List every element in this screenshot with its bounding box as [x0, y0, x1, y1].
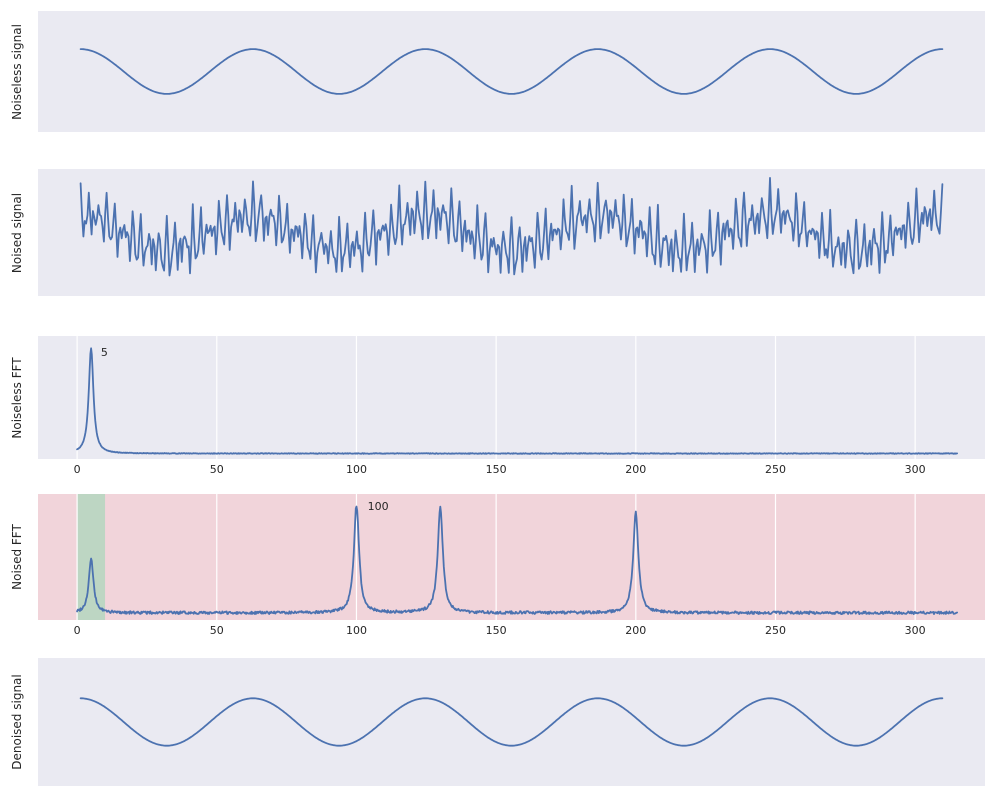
axes-denoised-signal [38, 658, 985, 786]
subplot-noiseless-signal: Noiseless signal [0, 11, 1000, 132]
denoised-signal-plot [79, 697, 944, 747]
x-tick-label: 250 [764, 463, 786, 476]
x-axis-ticks-noised-fft: 0 50 100 150 200 250 300 [38, 620, 985, 638]
subplot-denoised-signal: Denoised signal [0, 658, 1000, 786]
x-tick-label: 100 [345, 463, 367, 476]
x-tick-label: 50 [209, 463, 224, 476]
x-tick-label: 250 [764, 624, 786, 637]
axes-noiseless-signal [38, 11, 985, 132]
ylabel-noiseless-fft: Noiseless FFT [10, 356, 24, 439]
x-tick-label: 200 [625, 624, 647, 637]
x-tick-label: 300 [904, 624, 926, 637]
subplot-noiseless-fft: Noiseless FFT 5 0 50 100 150 200 250 300 [0, 336, 1000, 476]
x-tick-label: 150 [485, 624, 507, 637]
noiseless-fft-plot [76, 336, 958, 459]
x-tick-label: 300 [904, 463, 926, 476]
axes-noised-signal [38, 169, 985, 296]
noiseless-fft-line [76, 347, 958, 455]
axes-noised-fft: 100 [38, 494, 985, 620]
noised-signal-plot [79, 177, 944, 277]
noised-fft-plot [76, 494, 958, 620]
noiseless-signal-plot [79, 48, 944, 95]
ylabel-denoised-signal: Denoised signal [10, 674, 24, 770]
noised-signal-line [79, 177, 944, 277]
x-tick-label: 100 [345, 624, 367, 637]
filter-band [77, 494, 106, 620]
ylabel-noised-signal: Noised signal [10, 192, 24, 273]
x-tick-label: 0 [73, 463, 81, 476]
peak-annotation-100: 100 [367, 500, 389, 514]
subplot-noised-fft: Noised FFT 100 0 50 100 150 200 250 300 [0, 494, 1000, 637]
x-axis-ticks-noiseless-fft: 0 50 100 150 200 250 300 [38, 459, 985, 477]
denoised-signal-line [79, 697, 944, 747]
x-tick-label: 50 [209, 624, 224, 637]
axes-noiseless-fft: 5 [38, 336, 985, 459]
noiseless-signal-line [79, 48, 944, 95]
peak-annotation-5: 5 [100, 345, 108, 359]
ylabel-noiseless-signal: Noiseless signal [10, 23, 24, 120]
x-tick-label: 200 [625, 463, 647, 476]
x-tick-label: 0 [73, 624, 81, 637]
noised-fft-line [76, 505, 958, 615]
x-tick-label: 150 [485, 463, 507, 476]
subplot-noised-signal: Noised signal [0, 169, 1000, 296]
ylabel-noised-fft: Noised FFT [10, 524, 24, 590]
